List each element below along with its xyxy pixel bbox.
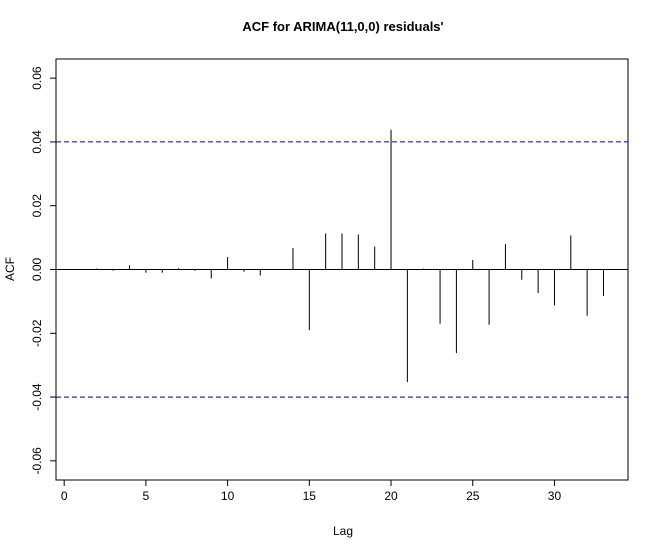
y-tick-label: 0.06 xyxy=(30,66,44,90)
chart-title: ACF for ARIMA(11,0,0) residuals' xyxy=(242,19,443,34)
x-tick-label: 10 xyxy=(221,489,235,503)
y-axis: -0.06 -0.04 -0.02 0.00 0.02 0.04 0.06 xyxy=(30,66,57,475)
x-tick-label: 30 xyxy=(548,489,562,503)
acf-bars xyxy=(96,129,604,383)
x-tick-label: 15 xyxy=(303,489,317,503)
x-tick-label: 25 xyxy=(466,489,480,503)
y-axis-label: ACF xyxy=(3,257,17,281)
x-axis-label: Lag xyxy=(333,524,353,538)
x-tick-label: 20 xyxy=(384,489,398,503)
x-axis: 0 5 10 15 20 25 30 xyxy=(61,479,562,503)
x-tick-label: 0 xyxy=(61,489,68,503)
y-tick-label: 0.00 xyxy=(30,257,44,281)
x-tick-label: 5 xyxy=(143,489,150,503)
y-tick-label: 0.04 xyxy=(30,130,44,154)
y-tick-label: 0.02 xyxy=(30,194,44,218)
confidence-bounds xyxy=(56,141,628,398)
y-tick-label: -0.02 xyxy=(30,319,44,347)
y-tick-label: -0.04 xyxy=(30,383,44,411)
y-tick-label: -0.06 xyxy=(30,447,44,475)
